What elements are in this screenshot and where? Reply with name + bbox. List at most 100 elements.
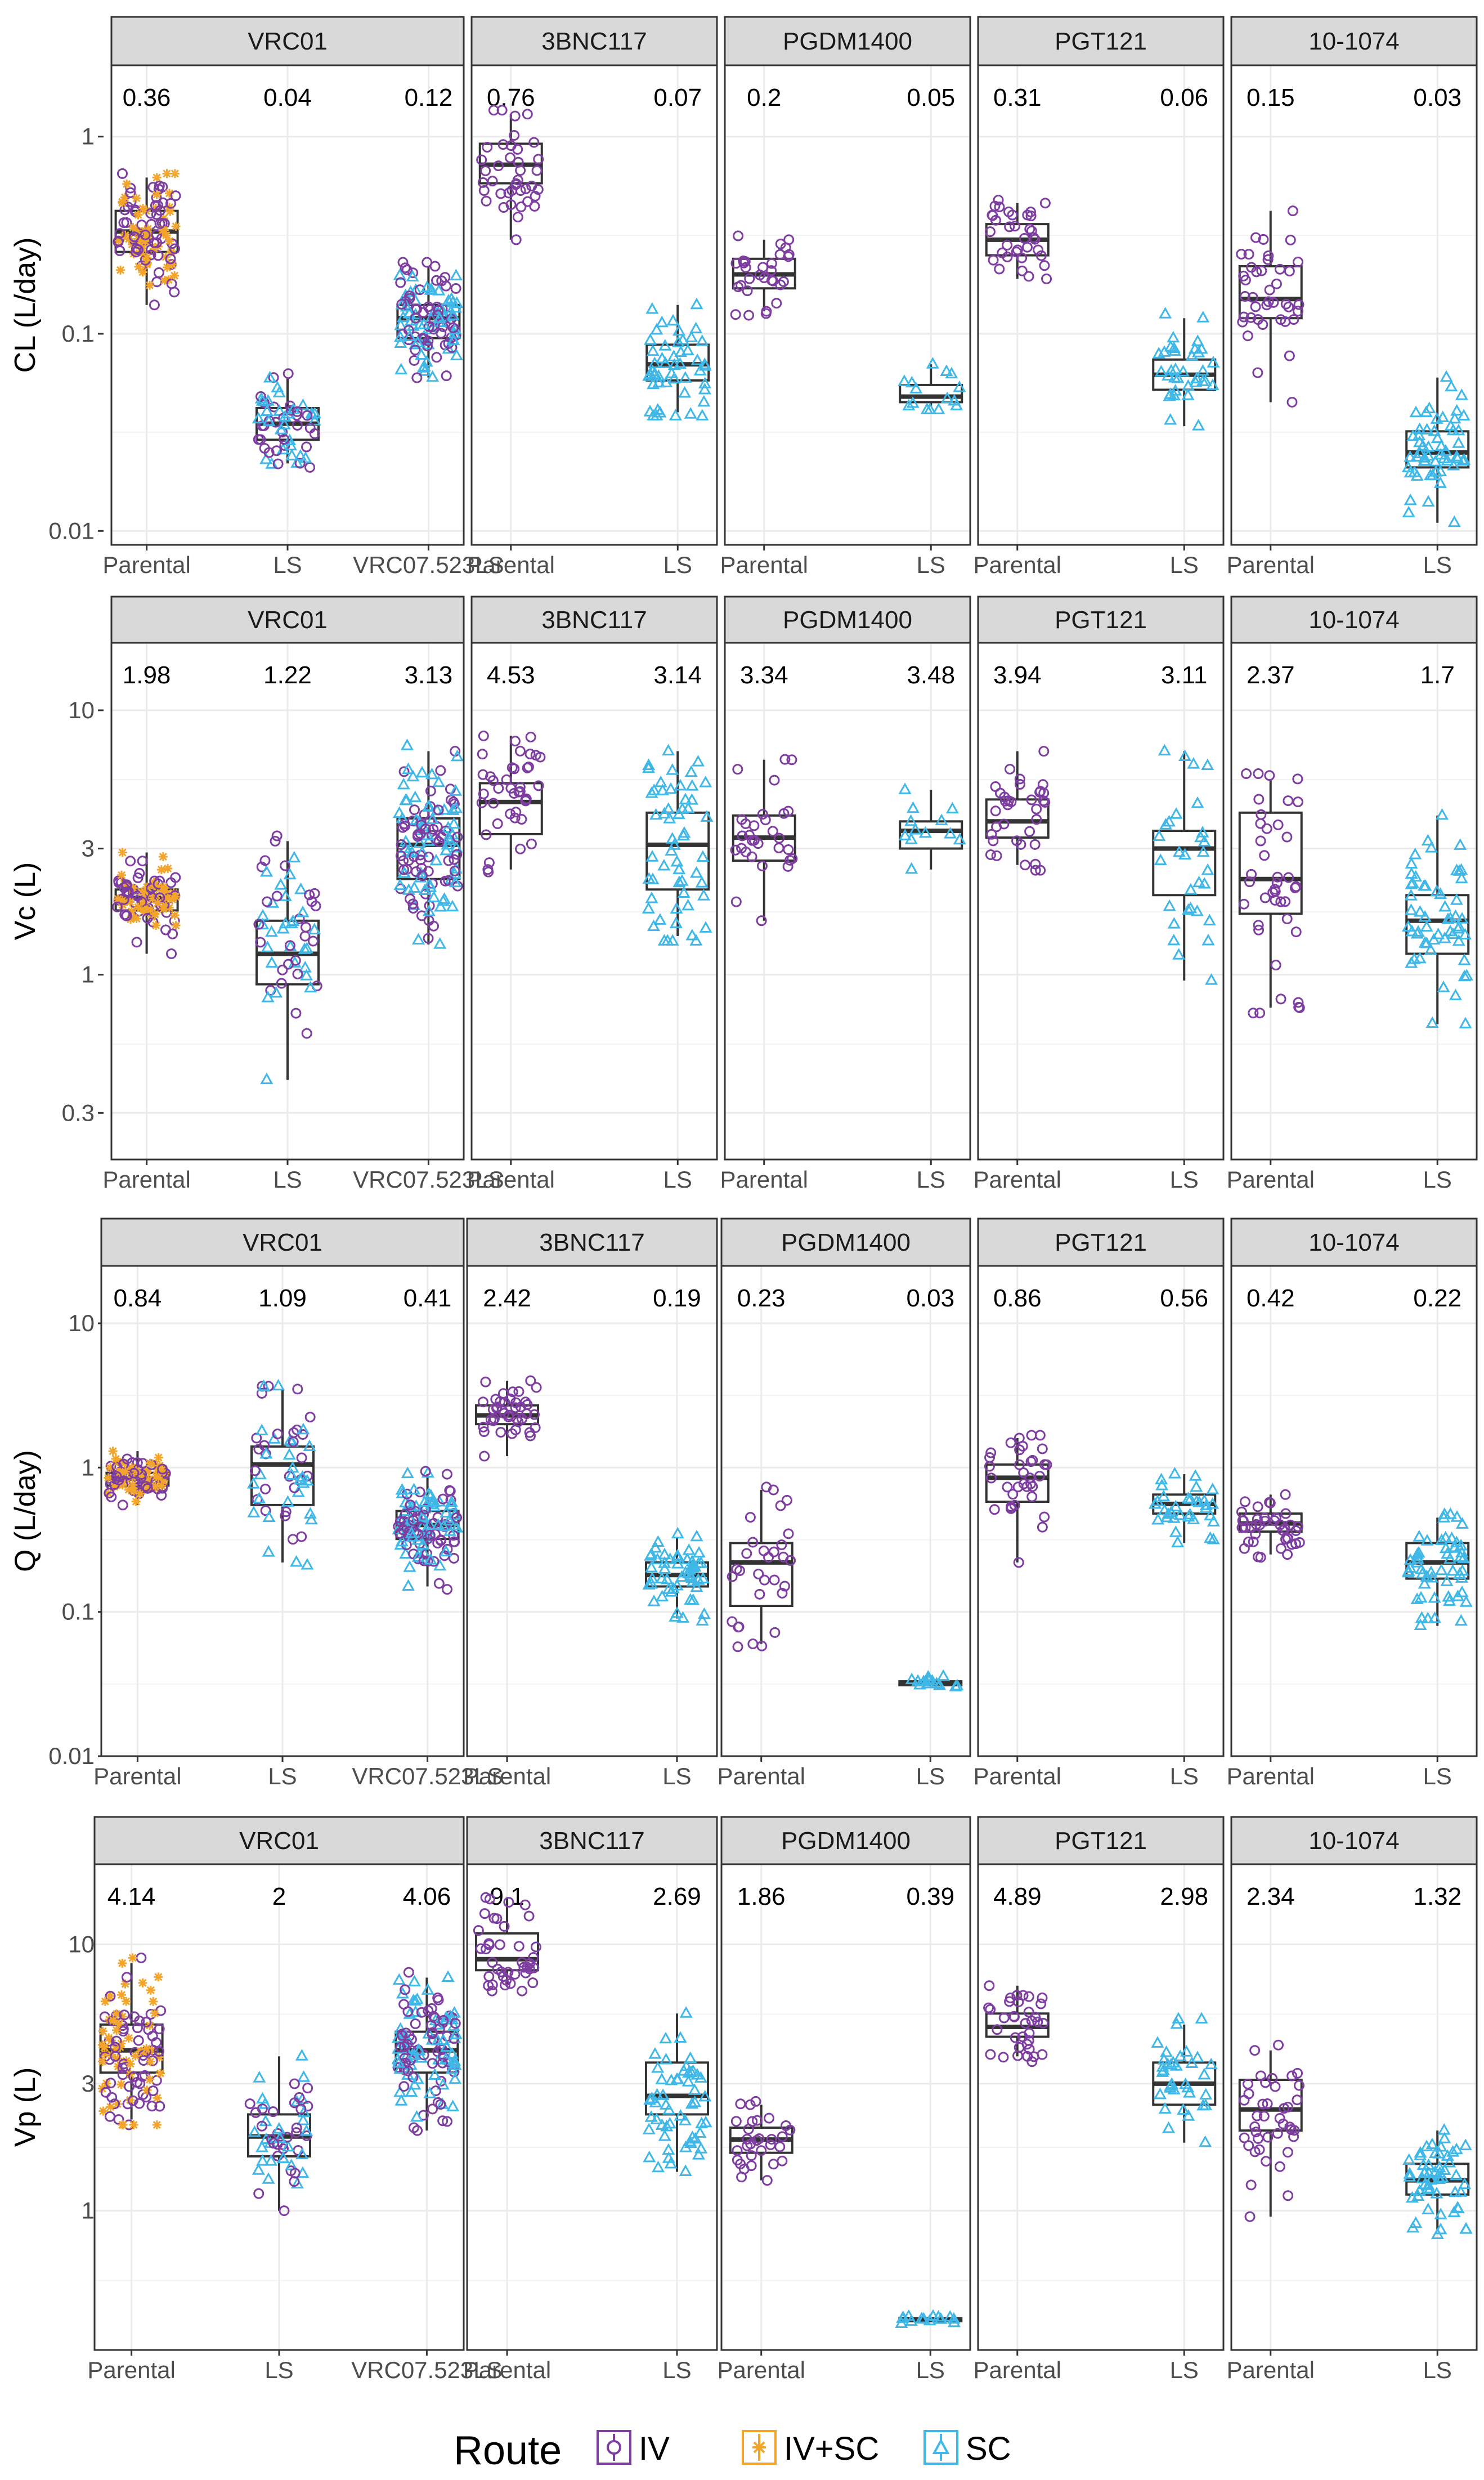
data-point-sc bbox=[303, 1439, 316, 1452]
data-point-sc bbox=[1424, 1565, 1438, 1577]
data-point-iv bbox=[304, 1412, 316, 1423]
data-point-sc bbox=[1414, 2146, 1427, 2158]
data-point-sc bbox=[445, 2047, 459, 2059]
data-point-sc bbox=[662, 2143, 675, 2155]
data-point-sc bbox=[674, 778, 687, 791]
data-point-sc bbox=[1151, 1512, 1165, 1525]
data-point-iv bbox=[769, 1627, 781, 1638]
data-point-iv-sc bbox=[131, 1466, 141, 1475]
data-point-iv bbox=[256, 2120, 267, 2132]
data-point-sc bbox=[445, 1495, 458, 1507]
data-point-iv bbox=[1280, 1489, 1291, 1500]
data-point-sc bbox=[1438, 899, 1452, 912]
data-point-sc bbox=[1199, 2135, 1212, 2147]
data-point-sc bbox=[1452, 920, 1466, 932]
data-point-iv bbox=[499, 1921, 510, 1932]
median-label: 3.94 bbox=[993, 661, 1042, 689]
data-point-iv bbox=[154, 180, 165, 191]
data-point-sc bbox=[902, 2309, 916, 2321]
legend-label-iv-sc: IV+SC bbox=[784, 2430, 879, 2467]
data-point-sc bbox=[1156, 2063, 1170, 2075]
data-point-iv bbox=[511, 1413, 522, 1425]
data-point-iv bbox=[732, 1641, 743, 1653]
data-point-iv bbox=[260, 1483, 271, 1494]
data-point-sc bbox=[947, 2315, 961, 2327]
panel-border bbox=[466, 1265, 718, 1757]
data-point-sc bbox=[252, 2163, 265, 2175]
median-label: 0.15 bbox=[1247, 84, 1295, 111]
data-point-sc bbox=[298, 961, 312, 973]
median-label: 3.11 bbox=[1161, 661, 1207, 689]
data-point-iv bbox=[1003, 206, 1015, 217]
data-point-iv bbox=[509, 736, 521, 747]
data-point-iv bbox=[1286, 396, 1298, 408]
data-point-sc bbox=[1158, 1503, 1171, 1515]
x-tick-label: Parental bbox=[974, 1166, 1061, 1193]
data-point-iv bbox=[433, 836, 445, 847]
data-point-iv bbox=[510, 178, 522, 189]
data-point-sc bbox=[1164, 364, 1178, 376]
data-point-sc bbox=[261, 941, 274, 952]
data-point-iv bbox=[1262, 2098, 1273, 2110]
data-point-sc bbox=[290, 2177, 304, 2189]
data-point-iv bbox=[748, 820, 760, 831]
data-point-sc bbox=[423, 878, 436, 889]
median-label: 1.98 bbox=[123, 661, 171, 689]
data-point-sc bbox=[1442, 1590, 1455, 1602]
data-point-iv bbox=[443, 855, 454, 866]
data-point-iv bbox=[1287, 205, 1298, 217]
data-point-sc bbox=[449, 875, 462, 888]
data-point-iv bbox=[1293, 997, 1304, 1008]
data-point-iv bbox=[411, 372, 423, 383]
data-point-iv bbox=[272, 458, 284, 469]
data-point-iv-sc bbox=[117, 870, 127, 880]
data-point-sc bbox=[690, 1580, 703, 1592]
data-point-iv bbox=[407, 815, 419, 826]
data-point-sc bbox=[255, 2092, 270, 2104]
facet-strip-title: VRC01 bbox=[239, 1827, 319, 1855]
data-point-sc bbox=[440, 843, 453, 856]
data-point-iv bbox=[123, 202, 134, 213]
data-point-iv bbox=[1258, 234, 1269, 245]
data-point-sc bbox=[1155, 1479, 1169, 1490]
data-point-sc bbox=[1169, 1499, 1182, 1512]
data-point-iv-sc bbox=[132, 914, 141, 924]
data-point-iv bbox=[1035, 250, 1047, 261]
data-point-iv-sc bbox=[145, 280, 155, 290]
data-point-sc bbox=[684, 2051, 697, 2063]
data-point-sc bbox=[922, 1673, 936, 1686]
data-point-iv-sc bbox=[98, 2057, 107, 2066]
data-point-sc bbox=[401, 1579, 415, 1591]
data-point-sc bbox=[296, 398, 310, 410]
data-point-sc bbox=[685, 928, 699, 941]
data-point-sc bbox=[655, 315, 669, 328]
data-point-sc bbox=[296, 905, 310, 917]
data-point-iv bbox=[524, 748, 536, 759]
data-point-sc bbox=[252, 1492, 266, 1503]
data-point-iv bbox=[1016, 252, 1028, 263]
data-point-iv bbox=[290, 955, 301, 966]
data-point-sc bbox=[682, 2075, 695, 2087]
data-point-iv bbox=[418, 1555, 429, 1566]
data-point-iv bbox=[753, 1568, 764, 1579]
facet-strip bbox=[1230, 1217, 1478, 1267]
data-point-iv bbox=[428, 1556, 440, 1567]
data-point-iv bbox=[280, 1506, 292, 1517]
data-point-iv bbox=[398, 766, 410, 777]
data-point-sc bbox=[1156, 2060, 1169, 2072]
data-point-iv bbox=[1016, 265, 1028, 276]
data-point-iv bbox=[1005, 1437, 1016, 1448]
data-point-iv bbox=[510, 807, 522, 818]
data-point-sc bbox=[395, 1534, 409, 1547]
data-point-iv bbox=[1272, 2128, 1283, 2139]
data-point-sc bbox=[1433, 2160, 1446, 2173]
data-point-iv bbox=[754, 1588, 765, 1600]
data-point-iv bbox=[733, 1621, 745, 1632]
x-tick-label: LS bbox=[273, 1166, 302, 1193]
data-point-iv bbox=[984, 226, 996, 238]
y-axis-title: Q (L/day) bbox=[9, 1450, 42, 1572]
data-point-sc bbox=[1421, 834, 1434, 846]
box-parental bbox=[111, 848, 181, 959]
box-parental bbox=[1236, 1489, 1305, 1563]
